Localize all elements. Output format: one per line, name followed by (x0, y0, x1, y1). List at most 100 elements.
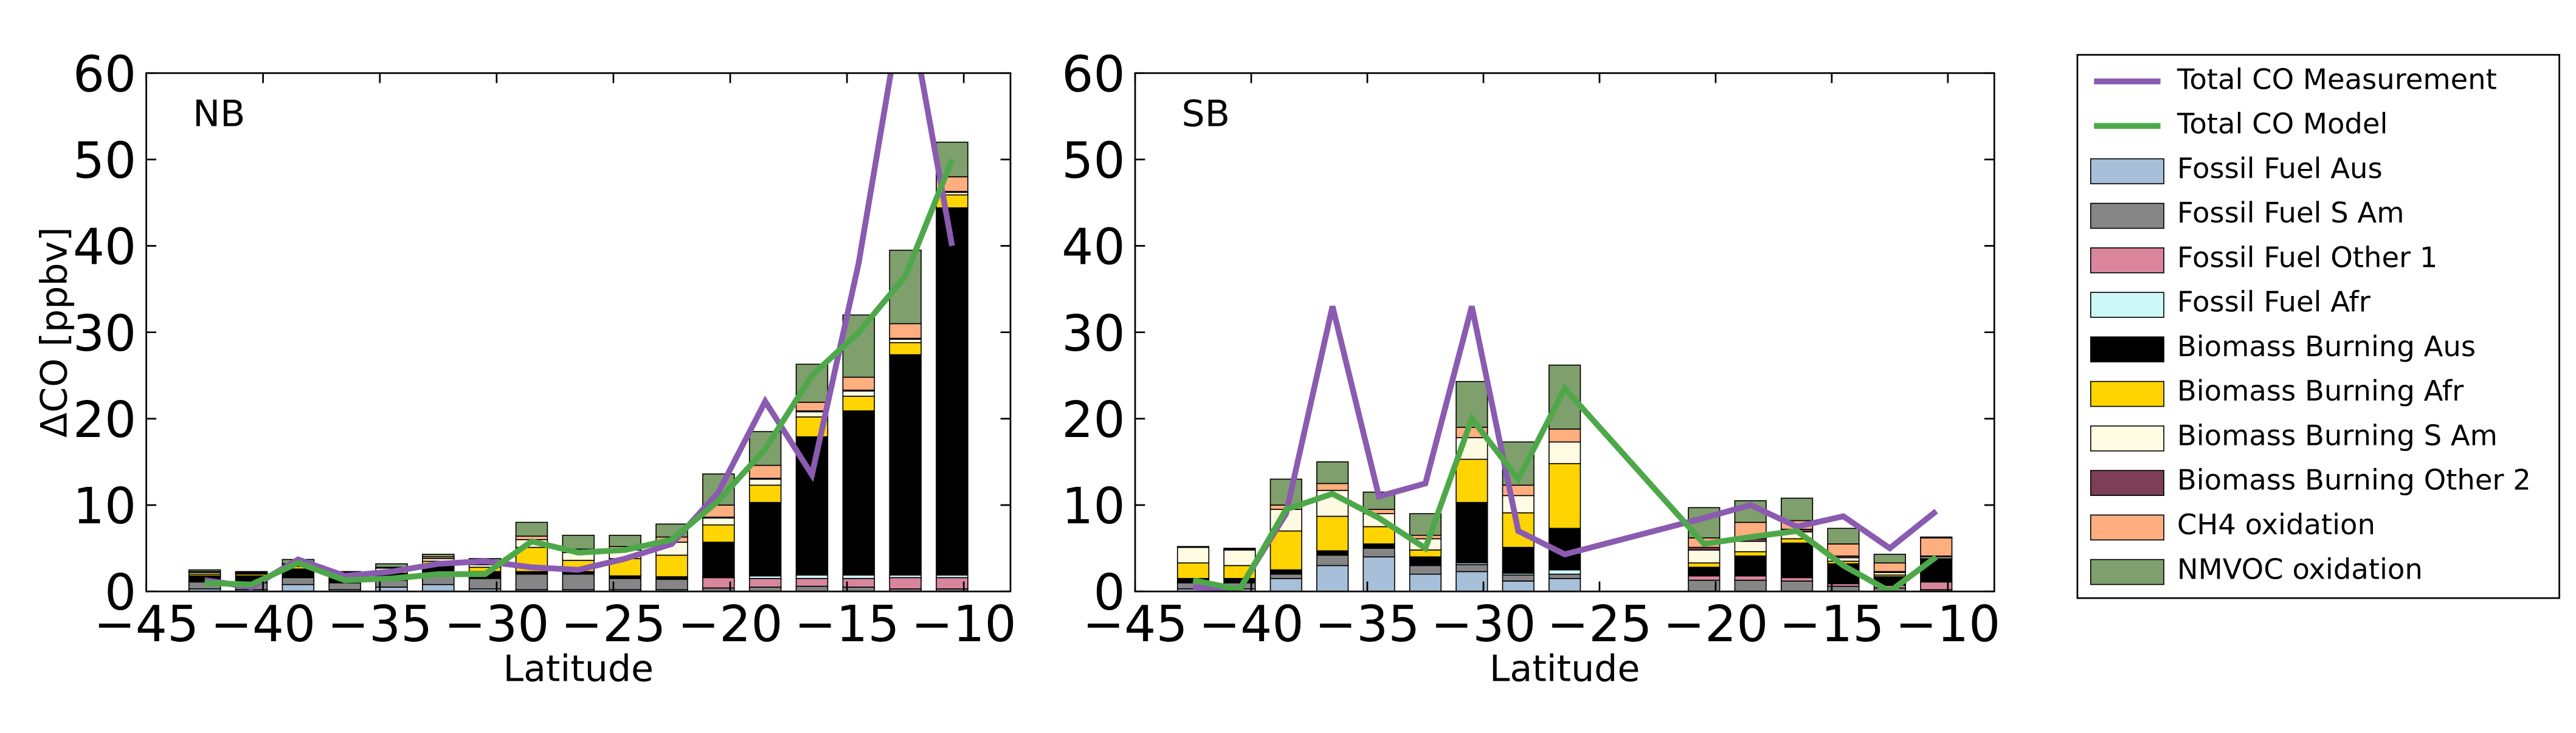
bar-segment (1362, 556, 1395, 592)
x-tick-label: −45 (94, 596, 199, 653)
bar-segment (1176, 562, 1210, 579)
line-series (204, 158, 955, 588)
bar-segment (281, 583, 315, 592)
bar-segment (1502, 574, 1535, 582)
x-tick-label: −10 (911, 596, 1017, 653)
bar-segment (1316, 565, 1349, 592)
bar-segment (609, 534, 641, 548)
bar-segment (1316, 483, 1349, 491)
y-tick-label: 0 (105, 564, 136, 622)
bar-segment (1688, 562, 1721, 568)
bar-segment (515, 521, 548, 537)
bar-segment (1549, 441, 1581, 464)
bar-segment (1362, 548, 1395, 558)
bar-segment (748, 577, 782, 588)
y-tick-label: 20 (73, 391, 136, 449)
y-tick-label: 50 (1062, 132, 1125, 190)
y-tick-label: 20 (1062, 391, 1125, 449)
y-tick-label: 10 (73, 478, 136, 535)
legend-swatch (2090, 158, 2164, 185)
bar-segment (562, 573, 595, 591)
y-tick-label: 30 (1062, 305, 1125, 363)
x-tick-label: −20 (677, 596, 782, 653)
legend-swatch (2090, 202, 2164, 229)
plot-area (1176, 305, 1953, 592)
bar-segment (889, 354, 922, 576)
bar-segment (1409, 565, 1442, 575)
bar-segment (1549, 577, 1581, 592)
legend-label: Fossil Fuel Afr (2177, 286, 2371, 318)
bar-segment (655, 554, 688, 577)
legend-label: Fossil Fuel S Am (2177, 196, 2405, 229)
legend-label: NMVOC oxidation (2177, 552, 2423, 585)
bar-segment (1734, 551, 1767, 557)
legend-swatch (2090, 425, 2164, 452)
bar-segment (1502, 580, 1535, 592)
bar-segment (1549, 573, 1581, 579)
bar-segment (422, 583, 455, 592)
bar-segment (1455, 564, 1488, 573)
bar-segment (1734, 556, 1767, 577)
bar-segment (1780, 542, 1814, 579)
bar-segment (1455, 501, 1488, 564)
bar-segment (1176, 546, 1210, 564)
bar-segment (795, 402, 829, 411)
legend-swatch (2090, 336, 2164, 363)
bar-segment (1780, 580, 1814, 592)
bar-segment (188, 569, 221, 573)
bar-segment (889, 323, 922, 339)
bar-segment (328, 582, 361, 591)
bar-segment (1362, 543, 1395, 549)
bar-segment (375, 563, 408, 568)
bar-segment (1688, 549, 1721, 564)
bar-segment (842, 574, 875, 579)
x-tick-label: −35 (327, 596, 432, 653)
bar-segment (889, 342, 922, 356)
bar-segment (422, 554, 455, 558)
bar-segment (1316, 554, 1349, 566)
y-tick-label: 10 (1062, 478, 1125, 535)
bar-segment (795, 574, 829, 579)
x-axis-label: Latitude (503, 648, 654, 690)
bar-segment (748, 478, 782, 486)
line-series (1193, 305, 1938, 592)
y-tick-label: 60 (1062, 46, 1125, 103)
bar-segment (936, 207, 969, 576)
legend-swatch (2090, 247, 2164, 274)
legend-swatch (2090, 380, 2164, 407)
bar-segment (1688, 575, 1721, 581)
y-tick-label: 40 (73, 219, 136, 277)
bar-segment (1780, 497, 1814, 521)
bar-segment (1549, 428, 1581, 443)
line-series (1192, 383, 1938, 592)
bar-segment (1920, 537, 1953, 557)
bar-segment (1549, 569, 1581, 575)
bar-segment (1502, 546, 1535, 574)
x-tick-label: −35 (1314, 596, 1420, 653)
bar-segment (1873, 554, 1906, 564)
bar-segment (1316, 461, 1349, 484)
bar-segment (1269, 530, 1302, 571)
bar-segment (889, 577, 922, 590)
bar-segment (1362, 526, 1395, 545)
bar-segment (842, 396, 875, 411)
legend-swatch (2090, 514, 2164, 541)
x-tick-label: −40 (210, 596, 316, 653)
bar-segment (842, 390, 875, 397)
bar-segment (702, 542, 735, 577)
x-tick-label: −10 (1895, 596, 2000, 653)
x-tick-label: −30 (1431, 596, 1536, 653)
x-tick-label: −40 (1198, 596, 1304, 653)
bar-segment (748, 501, 782, 577)
bar-segment (1269, 577, 1302, 592)
bar-segment (1549, 463, 1581, 529)
legend-swatch (2090, 292, 2164, 318)
y-tick-label: 60 (73, 46, 136, 103)
legend-swatch (2090, 559, 2164, 585)
bar-segment (842, 314, 875, 378)
legend-label: Fossil Fuel Aus (2177, 152, 2383, 185)
bar-segment (1316, 550, 1349, 556)
legend-label: Biomass Burning Afr (2177, 374, 2464, 407)
bar-segment (235, 571, 268, 573)
